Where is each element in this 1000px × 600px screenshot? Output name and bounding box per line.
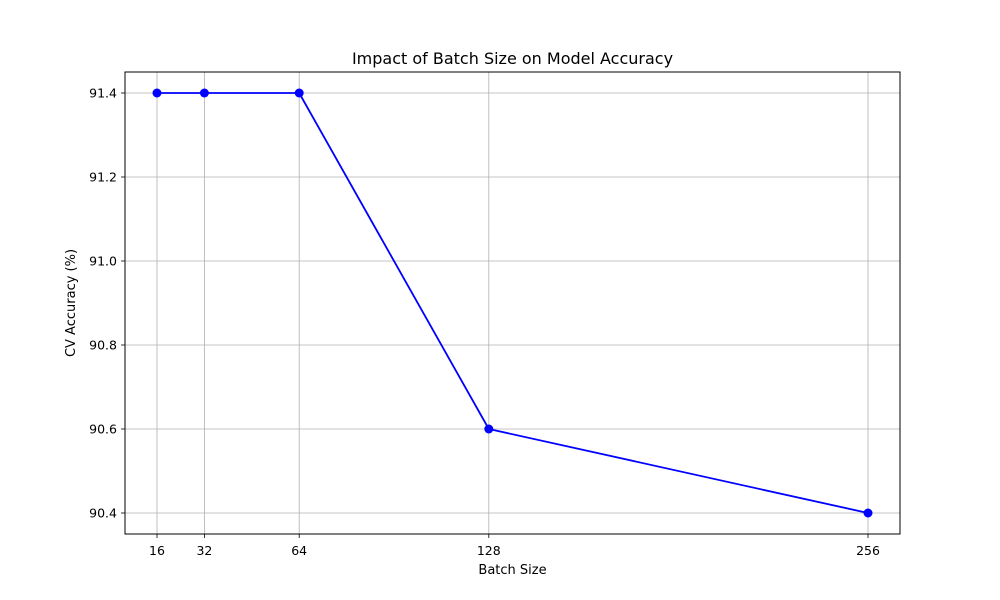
data-point <box>199 88 209 98</box>
y-tick-label: 91.4 <box>89 86 117 101</box>
data-point <box>484 424 494 434</box>
x-tick-label: 256 <box>856 543 880 558</box>
x-tick-label: 16 <box>149 543 165 558</box>
x-tick-label: 32 <box>196 543 212 558</box>
y-tick-label: 91.0 <box>89 254 117 269</box>
data-point <box>294 88 304 98</box>
series-layer <box>152 88 873 518</box>
chart-title: Impact of Batch Size on Model Accuracy <box>352 49 673 68</box>
y-axis-label: CV Accuracy (%) <box>64 249 79 357</box>
y-tick-label: 90.4 <box>89 506 117 521</box>
plot-frame <box>124 71 901 535</box>
y-tick-label: 90.8 <box>89 338 117 353</box>
x-tick-label: 64 <box>291 543 307 558</box>
y-axis-ticks: 90.4 90.6 90.8 91.0 91.2 91.4 <box>89 86 125 521</box>
y-tick-label: 90.6 <box>89 422 117 437</box>
plot-area <box>125 72 900 534</box>
data-point <box>863 508 873 518</box>
x-axis-ticks: 16 32 64 128 256 <box>149 534 880 558</box>
data-point <box>152 88 162 98</box>
y-tick-label: 91.2 <box>89 170 117 185</box>
x-tick-label: 128 <box>477 543 501 558</box>
x-axis-label: Batch Size <box>478 563 546 578</box>
